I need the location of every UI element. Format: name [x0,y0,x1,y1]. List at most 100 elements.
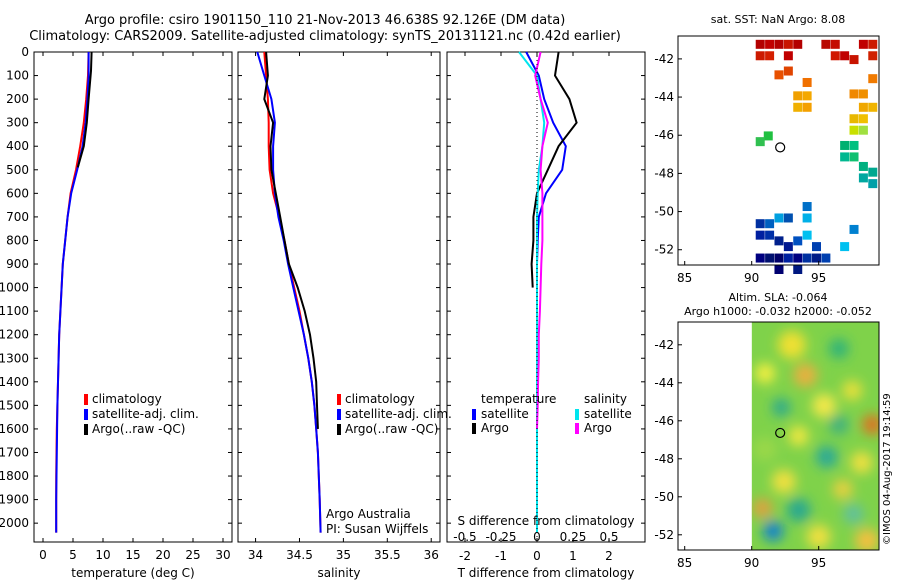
xtick-label: 1 [569,549,577,563]
ytick-label: 1600 [0,422,29,436]
xtick-label-salinity: 0.5 [599,530,618,544]
sla-map-subtitle: Argo h1000: -0.032 h2000: -0.052 [684,305,872,318]
map-xtick-label: 90 [744,271,759,285]
ytick-label: 100 [6,69,29,83]
xtick-label-salinity: -0.25 [485,530,516,544]
sst-pixel [774,253,784,263]
xtick-label: 25 [185,548,200,562]
sst-pixel [868,74,878,84]
sla-blob [862,414,880,435]
sst-pixel [793,265,803,274]
ytick-label: 1700 [0,445,29,459]
series-line-satellite-adj--clim- [55,52,90,533]
xtick-label: 2 [605,549,613,563]
sla-blob [788,426,809,446]
salinity-legend-label: satellite-adj. clim. [345,407,452,421]
xtick-label: 5 [69,548,77,562]
temperature-legend-swatch [84,394,88,405]
sla-blob [812,393,837,418]
sst-pixel [755,137,765,147]
temperature-legend-label: climatology [92,392,162,406]
ytick-label: 1200 [0,328,29,342]
salinity-legend-swatch [337,394,341,405]
sst-pixel [793,39,803,49]
ytick-label: 1400 [0,375,29,389]
sst-pixel [858,102,868,112]
sla-blob [815,445,838,468]
xtick-label: 10 [95,548,110,562]
ytick-label: 800 [6,233,29,247]
xtick-label: -2 [459,549,471,563]
sla-blob [828,414,849,435]
map-xtick-label: 85 [677,271,692,285]
ytick-label: 2000 [0,516,29,530]
series-line-s-argo [534,51,549,429]
x-axis-label: temperature (deg C) [71,566,194,580]
sst-pixel [840,242,850,252]
map-xtick-label: 85 [677,556,692,570]
ytick-label: 200 [6,92,29,106]
sst-pixel [765,230,775,240]
sst-pixel [858,161,868,171]
sst-pixel [849,152,859,162]
sst-pixel [830,39,840,49]
xtick-label: 34.5 [286,548,313,562]
sst-map-frame [677,35,880,266]
xtick-label: 15 [125,548,140,562]
sst-pixel [802,202,812,212]
salinity-legend-label: climatology [345,392,415,406]
difference-legend-swatch [472,409,476,420]
sst-pixel [849,55,859,65]
sst-pixel [849,89,859,99]
argo-position-marker [775,427,786,439]
sla-blob [786,498,811,523]
sst-pixel [849,125,859,135]
xtick-label: -1 [495,549,507,563]
sst-pixel [840,51,850,61]
temperature-legend-label: satellite-adj. clim. [92,407,199,421]
map-ytick-label: -46 [654,128,674,142]
sst-pixel [858,125,868,135]
sst-pixel [840,152,850,162]
sst-pixel [765,51,775,61]
figure-title-line1: Argo profile: csiro 1901150_110 21-Nov-2… [84,13,566,28]
sla-blob [777,330,806,359]
salinity-legend-swatch [337,424,341,435]
temperature-profile-frame [33,51,233,543]
sst-pixel [783,242,793,252]
temperature-legend-swatch [84,409,88,420]
sst-pixel [755,230,765,240]
sla-blob [850,451,873,474]
sst-pixel [812,253,821,263]
xtick-label-salinity: 0 [533,530,541,544]
difference-legend-swatch [575,409,579,420]
sst-pixel [774,39,784,49]
sla-blob [832,479,853,500]
difference-legend-swatch [472,423,476,434]
sst-pixel [755,39,765,49]
sla-blob [752,498,773,519]
xtick-label: 20 [155,548,170,562]
xtick-label: 30 [215,548,230,562]
ytick-label: 700 [6,210,29,224]
legend-temperature-heading: temperature [481,392,556,406]
sla-map-title: Altim. SLA: -0.064 [728,291,827,304]
sst-pixel [858,173,868,183]
sst-pixel [783,253,793,263]
map-ytick-label: -50 [654,490,674,504]
difference-legend-label: satellite [481,407,529,421]
sst-pixel [783,213,793,223]
sst-pixel [783,51,793,61]
sst-pixel [830,51,840,61]
difference-legend-label: Argo [481,421,509,435]
ytick-label: 600 [6,186,29,200]
map-ytick-label: -48 [654,166,674,180]
sst-pixel [868,39,878,49]
xtick-label-salinity: 0.25 [560,530,587,544]
sst-pixel [755,51,765,61]
sla-blob [806,524,831,549]
sst-pixel [821,253,831,263]
sla-blob [753,437,778,462]
legend-salinity-heading: salinity [584,392,627,406]
